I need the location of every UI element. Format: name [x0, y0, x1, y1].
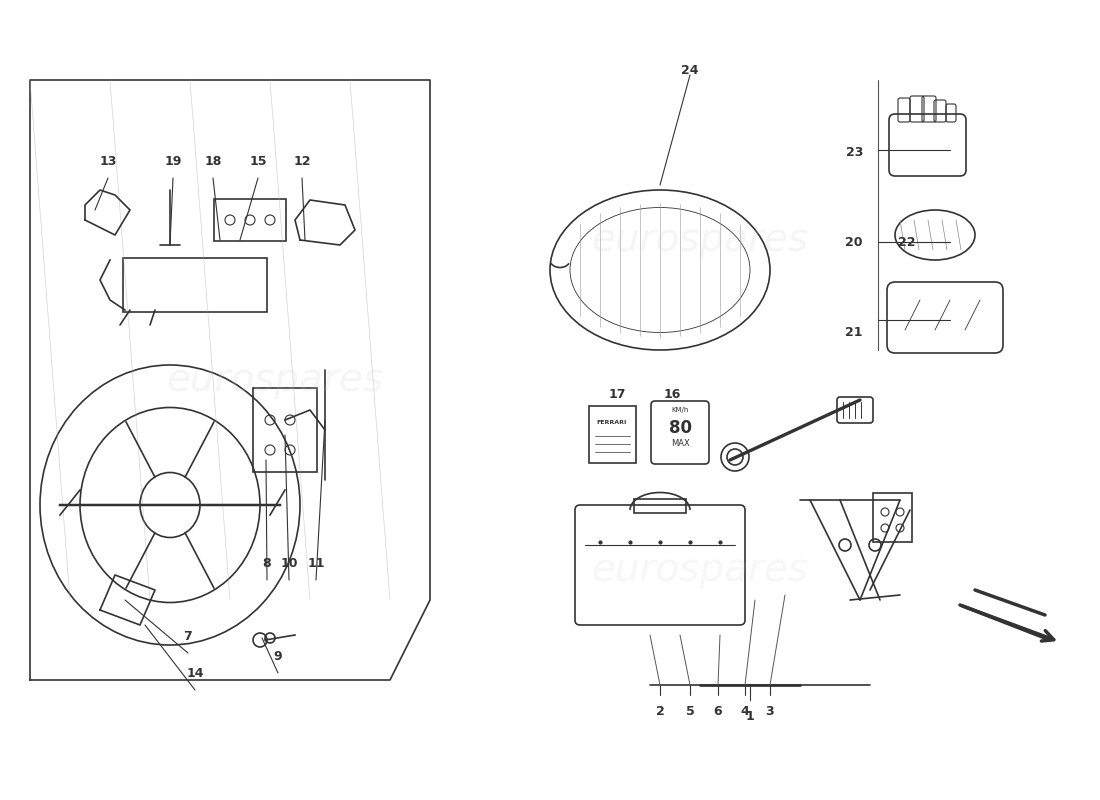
Text: eurospares: eurospares — [166, 361, 384, 399]
Text: 20: 20 — [846, 235, 864, 249]
Text: 24: 24 — [681, 63, 698, 77]
Text: eurospares: eurospares — [592, 221, 808, 259]
Text: 12: 12 — [294, 155, 310, 168]
Text: 16: 16 — [663, 389, 681, 402]
Text: KM/h: KM/h — [671, 407, 689, 413]
Text: 23: 23 — [846, 146, 864, 158]
Text: 21: 21 — [846, 326, 864, 338]
Text: 2: 2 — [656, 705, 664, 718]
Text: MAX: MAX — [671, 439, 690, 449]
Text: 6: 6 — [714, 705, 723, 718]
Text: 14: 14 — [186, 667, 204, 680]
Text: 4: 4 — [740, 705, 749, 718]
Text: 8: 8 — [263, 557, 272, 570]
Text: 10: 10 — [280, 557, 298, 570]
Text: 7: 7 — [184, 630, 192, 643]
Text: 11: 11 — [307, 557, 324, 570]
Text: 17: 17 — [608, 389, 626, 402]
Text: FERRARI: FERRARI — [597, 419, 627, 425]
Text: 5: 5 — [685, 705, 694, 718]
Text: 80: 80 — [669, 419, 692, 437]
Text: 18: 18 — [205, 155, 222, 168]
Text: eurospares: eurospares — [592, 551, 808, 589]
Text: 15: 15 — [250, 155, 266, 168]
Text: 22: 22 — [898, 235, 915, 249]
Text: 19: 19 — [164, 155, 182, 168]
Text: 9: 9 — [274, 650, 283, 663]
Text: 1: 1 — [746, 710, 755, 723]
Text: 13: 13 — [99, 155, 117, 168]
Text: 3: 3 — [766, 705, 774, 718]
